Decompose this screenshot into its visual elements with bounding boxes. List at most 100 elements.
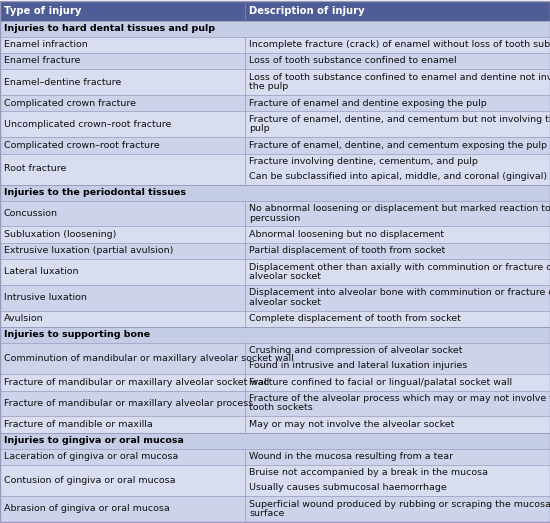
Text: the pulp: the pulp (249, 82, 288, 91)
Bar (0, 111, 245, 137)
Bar (0, 95, 245, 111)
Text: Uncomplicated crown–root fracture: Uncomplicated crown–root fracture (4, 120, 172, 129)
Text: May or may not involve the alveolar socket: May or may not involve the alveolar sock… (249, 420, 454, 429)
Text: alveolar socket: alveolar socket (249, 272, 321, 281)
Bar (245, 374, 550, 391)
Text: Lateral luxation: Lateral luxation (4, 267, 79, 276)
Text: Wound in the mucosa resulting from a tear: Wound in the mucosa resulting from a tea… (249, 452, 453, 461)
Bar (0, 327, 550, 343)
Text: Description of injury: Description of injury (249, 6, 365, 16)
Text: Complicated crown–root fracture: Complicated crown–root fracture (4, 141, 159, 150)
Text: Incomplete fracture (crack) of enamel without loss of tooth substance: Incomplete fracture (crack) of enamel wi… (249, 40, 550, 49)
Text: Injuries to supporting bone: Injuries to supporting bone (4, 331, 150, 339)
Text: Partial displacement of tooth from socket: Partial displacement of tooth from socke… (249, 246, 446, 255)
Bar (0, 243, 245, 259)
Bar (0, 311, 245, 327)
Bar (245, 449, 550, 465)
Bar (245, 343, 550, 374)
Text: Enamel–dentine fracture: Enamel–dentine fracture (4, 77, 121, 86)
Text: Intrusive luxation: Intrusive luxation (4, 293, 87, 302)
Text: Enamel fracture: Enamel fracture (4, 56, 80, 65)
Text: Fracture of mandibular or maxillary alveolar process: Fracture of mandibular or maxillary alve… (4, 399, 253, 408)
Text: Fracture of mandibular or maxillary alveolar socket wall: Fracture of mandibular or maxillary alve… (4, 378, 270, 386)
Text: Loss of tooth substance confined to enamel: Loss of tooth substance confined to enam… (249, 56, 456, 65)
Text: Extrusive luxation (partial avulsion): Extrusive luxation (partial avulsion) (4, 246, 173, 255)
Text: percussion: percussion (249, 213, 300, 223)
Bar (0, 285, 245, 311)
Bar (0, 226, 245, 243)
Bar (0, 496, 245, 522)
Bar (245, 37, 550, 53)
Text: Type of injury: Type of injury (4, 6, 81, 16)
Text: Fracture of mandible or maxilla: Fracture of mandible or maxilla (4, 420, 153, 429)
Bar (0, 416, 245, 433)
Text: Contusion of gingiva or oral mucosa: Contusion of gingiva or oral mucosa (4, 476, 175, 485)
Text: No abnormal loosening or displacement but marked reaction to: No abnormal loosening or displacement bu… (249, 204, 550, 213)
Text: Fracture of enamel and dentine exposing the pulp: Fracture of enamel and dentine exposing … (249, 98, 487, 108)
Bar (0, 37, 245, 53)
Bar (0, 1, 550, 21)
Bar (245, 95, 550, 111)
Bar (245, 391, 550, 416)
Text: Concussion: Concussion (4, 209, 58, 218)
Bar (245, 285, 550, 311)
Bar (0, 449, 245, 465)
Bar (0, 21, 550, 37)
Bar (0, 259, 245, 285)
Text: Fracture of enamel, dentine, and cementum exposing the pulp: Fracture of enamel, dentine, and cementu… (249, 141, 547, 150)
Text: pulp: pulp (249, 124, 270, 133)
Bar (245, 259, 550, 285)
Text: Crushing and compression of alveolar socket: Crushing and compression of alveolar soc… (249, 346, 463, 355)
Bar (245, 201, 550, 226)
Text: Root fracture: Root fracture (4, 165, 67, 174)
Text: Displacement other than axially with comminution or fracture of: Displacement other than axially with com… (249, 263, 550, 271)
Bar (245, 137, 550, 154)
Bar (0, 154, 245, 185)
Bar (0, 391, 245, 416)
Text: Bruise not accompanied by a break in the mucosa: Bruise not accompanied by a break in the… (249, 468, 488, 477)
Text: Subluxation (loosening): Subluxation (loosening) (4, 230, 117, 239)
Text: Fracture of the alveolar process which may or may not involve the: Fracture of the alveolar process which m… (249, 394, 550, 403)
Bar (245, 111, 550, 137)
Bar (0, 201, 245, 226)
Text: Abnormal loosening but no displacement: Abnormal loosening but no displacement (249, 230, 444, 239)
Text: Can be subclassified into apical, middle, and coronal (gingival) thirds: Can be subclassified into apical, middle… (249, 172, 550, 181)
Text: Usually causes submucosal haemorrhage: Usually causes submucosal haemorrhage (249, 483, 447, 492)
Text: Enamel infraction: Enamel infraction (4, 40, 88, 49)
Text: Comminution of mandibular or maxillary alveolar socket wall: Comminution of mandibular or maxillary a… (4, 354, 294, 363)
Bar (0, 185, 550, 201)
Text: Fracture involving dentine, cementum, and pulp: Fracture involving dentine, cementum, an… (249, 157, 478, 166)
Bar (245, 496, 550, 522)
Text: Injuries to the periodontal tissues: Injuries to the periodontal tissues (4, 188, 186, 197)
Bar (245, 311, 550, 327)
Bar (0, 343, 245, 374)
Text: Abrasion of gingiva or oral mucosa: Abrasion of gingiva or oral mucosa (4, 504, 170, 514)
Text: Injuries to hard dental tissues and pulp: Injuries to hard dental tissues and pulp (4, 24, 215, 33)
Bar (245, 416, 550, 433)
Text: Displacement into alveolar bone with comminution or fracture of: Displacement into alveolar bone with com… (249, 288, 550, 298)
Bar (245, 70, 550, 95)
Text: Laceration of gingiva or oral mucosa: Laceration of gingiva or oral mucosa (4, 452, 178, 461)
Bar (0, 137, 245, 154)
Text: tooth sockets: tooth sockets (249, 403, 313, 413)
Text: Superficial wound produced by rubbing or scraping the mucosal: Superficial wound produced by rubbing or… (249, 499, 550, 509)
Bar (245, 243, 550, 259)
Text: Found in intrusive and lateral luxation injuries: Found in intrusive and lateral luxation … (249, 361, 468, 370)
Bar (245, 53, 550, 70)
Text: Complete displacement of tooth from socket: Complete displacement of tooth from sock… (249, 314, 461, 323)
Bar (0, 70, 245, 95)
Bar (0, 465, 245, 496)
Text: alveolar socket: alveolar socket (249, 298, 321, 307)
Text: Fracture of enamel, dentine, and cementum but not involving the: Fracture of enamel, dentine, and cementu… (249, 115, 550, 124)
Bar (245, 226, 550, 243)
Text: Injuries to gingiva or oral mucosa: Injuries to gingiva or oral mucosa (4, 436, 184, 445)
Text: Fracture confined to facial or lingual/palatal socket wall: Fracture confined to facial or lingual/p… (249, 378, 512, 386)
Text: Loss of tooth substance confined to enamel and dentine not involving: Loss of tooth substance confined to enam… (249, 73, 550, 82)
Text: Avulsion: Avulsion (4, 314, 43, 323)
Bar (245, 154, 550, 185)
Text: surface: surface (249, 509, 284, 518)
Bar (0, 433, 550, 449)
Bar (0, 374, 245, 391)
Text: Complicated crown fracture: Complicated crown fracture (4, 98, 136, 108)
Bar (245, 465, 550, 496)
